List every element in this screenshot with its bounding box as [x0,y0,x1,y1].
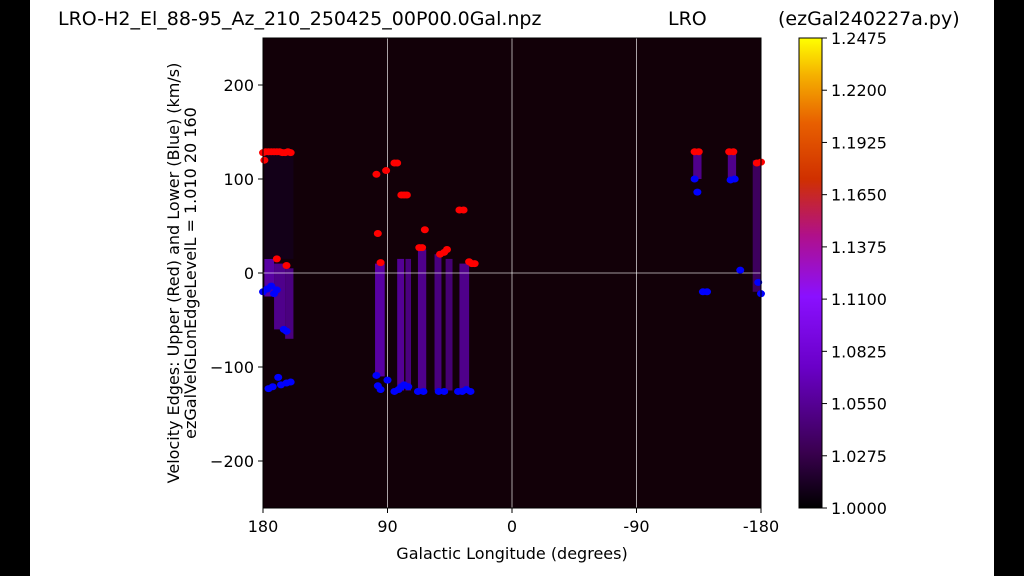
emission-band [459,263,470,391]
colorbar-tick-label: 1.1375 [831,238,887,257]
x-axis-ticks: 180 90 0 -90 -180 [248,508,779,536]
emission-band [274,263,286,330]
upper-edge-point [420,226,429,234]
edge-points [259,148,765,395]
lower-edge-point [286,378,295,386]
lower-edge-point [404,383,413,391]
colorbar-tick-label: 1.2475 [831,29,887,48]
script-title: (ezGal240227a.py) [778,8,960,30]
colorbar-tick-label: 1.1925 [831,133,887,152]
x-tick-label: 180 [248,517,279,536]
lower-edge-point [736,266,745,274]
emission-band [375,263,385,377]
upper-edge-point [393,159,402,167]
emission-band [397,258,405,391]
file-title: LRO-H2_El_88-95_Az_210_250425_00P00.0Gal… [58,8,542,30]
lower-edge-point [383,376,392,384]
emission-band [693,152,702,179]
upper-edge-point [402,191,411,199]
emission-bands [264,150,761,391]
colorbar-ticks: 1.2475 1.2200 1.1925 1.1650 1.1375 1.1100 1.08… [822,29,887,518]
lower-edge-point [268,383,277,391]
upper-edge-point [459,206,468,214]
y-tick-label: 0 [244,264,254,283]
lower-edge-point [440,387,449,395]
lower-edge-point [274,373,283,381]
emission-band [445,258,453,391]
x-tick-label: -180 [743,517,779,536]
lower-edge-point [703,288,712,296]
upper-edge-point [694,148,703,156]
x-tick-label: -90 [623,517,649,536]
y-tick-label: −100 [210,358,254,377]
upper-edge-point [418,244,427,252]
upper-edge-point [372,170,381,178]
observatory-title: LRO [668,8,707,30]
y-axis-ticks: 200 100 0 −100 −200 [210,76,263,471]
emission-band [264,258,275,297]
x-tick-label: 0 [507,517,517,536]
x-axis-label: Galactic Longitude (degrees) [396,544,627,563]
lower-edge-point [730,175,739,183]
lower-edge-point [376,386,385,394]
upper-edge-point [260,156,269,164]
lower-edge-point [754,278,763,286]
colorbar-tick-label: 1.0000 [831,499,887,518]
colorbar-tick-label: 1.1650 [831,186,887,205]
upper-edge-point [382,167,391,175]
y-axis-label: Velocity Edges: Upper (Red) and Lower (B… [164,63,183,484]
colorbar-tick-label: 1.0275 [831,447,887,466]
figure: LRO-H2_El_88-95_Az_210_250425_00P00.0Gal… [30,0,994,576]
upper-edge-point [442,246,451,253]
velocity-heatmap-chart: 180 90 0 -90 -180 200 100 0 −100 −200 Galactic L… [164,29,887,563]
lower-edge-point [434,387,443,395]
lower-edge-point [282,327,291,335]
lower-edge-point [267,282,276,290]
emission-band [285,268,294,339]
upper-edge-point [282,261,291,269]
y-tick-label: 200 [223,76,254,95]
lower-edge-point [419,387,428,395]
lower-edge-point [272,286,281,294]
emission-band [264,150,294,259]
y-tick-label: 100 [223,170,254,189]
lower-edge-point [693,188,702,196]
emission-band [727,152,737,179]
emission-band [417,249,427,391]
colorbar-tick-label: 1.1100 [831,290,887,309]
emission-band [434,254,442,391]
x-tick-label: 90 [377,517,397,536]
lower-edge-point [372,371,381,379]
upper-edge-point [286,149,295,157]
colorbar [798,37,823,509]
y-tick-label: −200 [210,452,254,471]
colorbar-tick-label: 1.2200 [831,81,887,100]
upper-edge-point [373,230,382,238]
grid-lines [263,38,761,508]
y-axis-sublabel: ezGalVelGLonEdgeLevelL = 1.010 20 160 [181,107,200,439]
upper-edge-point [729,148,738,156]
colorbar-tick-label: 1.0550 [831,395,887,414]
emission-band [405,258,412,391]
lower-edge-point [690,175,699,183]
lower-edge-point [466,387,475,395]
emission-band [752,160,761,292]
upper-edge-point [376,259,385,267]
upper-edge-point [272,255,281,263]
upper-edge-point [470,260,479,268]
colorbar-tick-label: 1.0825 [831,342,887,361]
lower-edge-point [413,387,422,395]
